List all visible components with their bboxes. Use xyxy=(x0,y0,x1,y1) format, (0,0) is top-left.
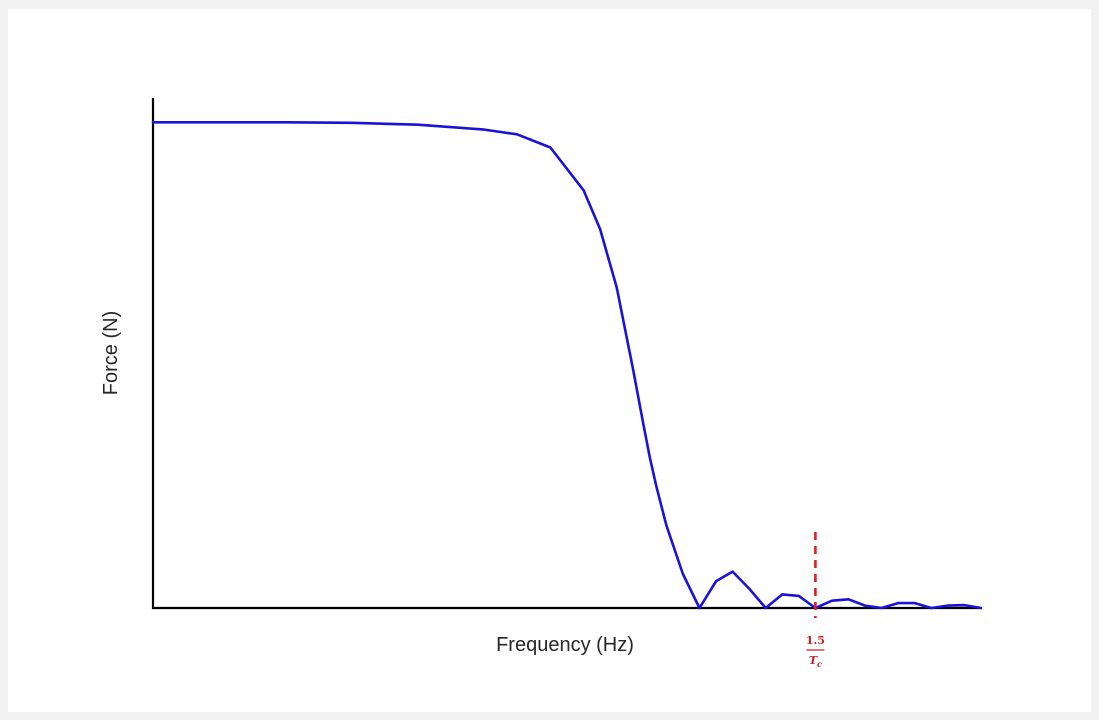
cutoff-label-denominator: Tc xyxy=(809,654,822,669)
series-line xyxy=(151,121,983,610)
cutoff-marker-label: 1.5 Tc xyxy=(806,634,825,669)
y-axis-title: Force (N) xyxy=(100,311,122,395)
x-axis-title: Frequency (Hz) xyxy=(496,634,634,656)
plot-frame xyxy=(8,9,1091,712)
cutoff-label-denominator-symbol: T xyxy=(809,654,818,667)
cutoff-label-numerator: 1.5 xyxy=(806,634,825,647)
cutoff-label-subscript: c xyxy=(817,659,822,669)
